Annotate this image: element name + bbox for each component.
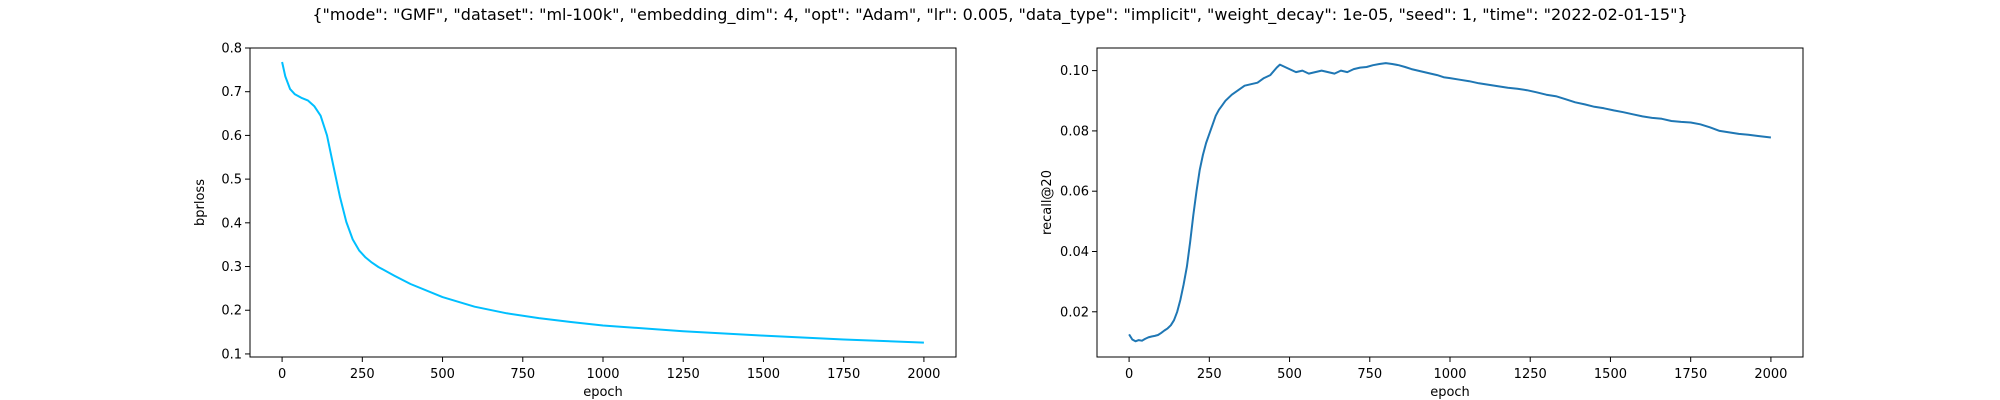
y-axis-label: bprloss [193, 179, 208, 226]
right-chart-recall: 0 250 500 750 1000 1250 1500 1750 2000 0.02 0.04 0.… [1040, 47, 1804, 400]
y-tick-label: 0.6 [221, 129, 242, 144]
x-tick-label: 1000 [1433, 367, 1466, 382]
plot-frame [1096, 47, 1804, 358]
y-tick-label: 0.7 [221, 85, 242, 100]
x-tick-label: 0 [1125, 367, 1133, 382]
series-line [1128, 62, 1772, 343]
y-tick-label: 0.1 [221, 347, 242, 362]
x-tick-label: 1000 [586, 367, 619, 382]
x-tick-label: 1750 [827, 367, 860, 382]
x-tick-label: 2000 [907, 367, 940, 382]
figure-title: {"mode": "GMF", "dataset": "ml-100k", "e… [312, 5, 1688, 24]
y-axis-label: recall@20 [1040, 170, 1055, 235]
y-tick-label: 0.08 [1060, 124, 1089, 139]
y-tick-label: 0.4 [221, 216, 242, 231]
plot-frame [249, 47, 957, 358]
x-axis-label: epoch [583, 385, 623, 400]
y-tick-label: 0.10 [1060, 64, 1089, 79]
x-tick-label: 750 [510, 367, 535, 382]
x-tick-label: 500 [1277, 367, 1302, 382]
x-tick-label: 500 [430, 367, 455, 382]
x-tick-label: 1500 [747, 367, 780, 382]
x-tick-label: 1750 [1674, 367, 1707, 382]
x-tick-label: 1500 [1594, 367, 1627, 382]
x-tick-label: 750 [1357, 367, 1382, 382]
y-tick-label: 0.2 [221, 304, 242, 319]
series-line [281, 61, 924, 344]
y-tick-label: 0.3 [221, 260, 242, 275]
x-tick-label: 2000 [1754, 367, 1787, 382]
y-tick-label: 0.04 [1060, 245, 1089, 260]
y-tick-label: 0.8 [221, 42, 242, 57]
y-tick-label: 0.5 [221, 173, 242, 188]
x-tick-label: 1250 [667, 367, 700, 382]
x-tick-label: 0 [278, 367, 286, 382]
left-chart-bprloss: 0 250 500 750 1000 1250 1500 1750 2000 0.1 0.2 0.3 0… [193, 42, 957, 400]
y-tick-label: 0.06 [1060, 185, 1089, 200]
x-tick-label: 1250 [1514, 367, 1547, 382]
x-axis-label: epoch [1430, 385, 1470, 400]
x-tick-label: 250 [1197, 367, 1222, 382]
x-tick-label: 250 [350, 367, 375, 382]
y-tick-label: 0.02 [1060, 305, 1089, 320]
